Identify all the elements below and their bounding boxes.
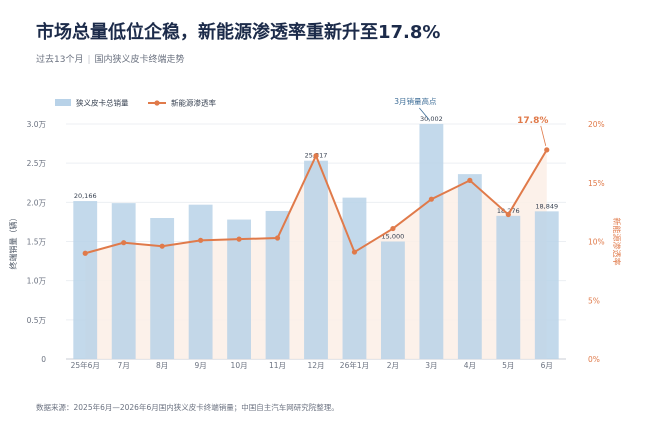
sales-bar bbox=[419, 123, 444, 359]
x-tick-label: 2月 bbox=[387, 361, 399, 370]
penetration-point bbox=[82, 250, 88, 256]
x-tick-label: 25年6月 bbox=[71, 360, 100, 370]
penetration-point bbox=[467, 177, 473, 183]
y2-tick-label: 0% bbox=[588, 355, 600, 364]
x-tick-label: 26年1月 bbox=[340, 360, 369, 370]
penetration-point bbox=[390, 225, 396, 232]
y-tick-label: 1.0万 bbox=[27, 277, 47, 286]
annotation-penetration-max: 17.8% bbox=[517, 116, 548, 126]
sales-bar bbox=[111, 203, 136, 359]
penetration-point bbox=[159, 243, 165, 249]
penetration-point bbox=[313, 153, 319, 159]
y-axis-title: 终端销量（辆） bbox=[8, 214, 18, 270]
sales-bar bbox=[265, 210, 290, 359]
x-tick-label: 10月 bbox=[231, 361, 248, 370]
legend-swatch-marker bbox=[154, 100, 160, 106]
x-tick-label: 4月 bbox=[464, 361, 476, 370]
penetration-point bbox=[505, 211, 511, 218]
y-tick-label: 0 bbox=[41, 355, 46, 364]
bar-value-label: 18,849 bbox=[535, 202, 558, 210]
penetration-point bbox=[428, 196, 434, 202]
sales-bar bbox=[227, 219, 251, 359]
penetration-point bbox=[351, 249, 358, 255]
subtitle-period: 过去13个月 bbox=[36, 55, 84, 65]
sales-bar bbox=[73, 201, 98, 359]
sales-bar bbox=[496, 215, 521, 359]
penetration-point bbox=[274, 235, 281, 241]
x-tick-label: 11月 bbox=[269, 361, 286, 370]
y-tick-label: 2.0万 bbox=[27, 198, 47, 207]
annotation-sales-peak: 3月销量高点 bbox=[394, 96, 437, 106]
y2-tick-label: 20% bbox=[588, 120, 605, 129]
legend-label-bar: 狭义皮卡总销量 bbox=[76, 98, 129, 108]
x-tick-label: 12月 bbox=[307, 361, 324, 370]
bar-value-label: 20,166 bbox=[74, 192, 97, 200]
bar-value-label: 15,000 bbox=[382, 233, 405, 241]
page-title: 市场总量低位企稳，新能源渗透率重新升至17.8% bbox=[36, 22, 441, 43]
annotation-leader bbox=[419, 107, 430, 121]
sales-bar bbox=[342, 197, 367, 359]
bar-value-label: 30,002 bbox=[420, 115, 443, 123]
subtitle: 过去13个月 | 国内狭义皮卡终端走势 bbox=[36, 52, 185, 65]
penetration-point bbox=[198, 237, 204, 243]
y2-axis-title: 新能源渗透率 bbox=[612, 218, 622, 266]
x-tick-label: 8月 bbox=[156, 361, 168, 370]
sales-bar bbox=[457, 174, 482, 359]
bar-value-label: 18,276 bbox=[497, 207, 520, 215]
y-tick-label: 1.5万 bbox=[27, 238, 47, 247]
y-tick-label: 2.5万 bbox=[27, 159, 47, 168]
legend-label-line: 新能源渗透率 bbox=[171, 98, 216, 108]
sales-bar bbox=[534, 211, 559, 359]
penetration-point bbox=[121, 240, 127, 246]
y2-tick-label: 5% bbox=[588, 296, 600, 305]
x-tick-label: 7月 bbox=[118, 361, 130, 370]
sales-bar bbox=[304, 160, 328, 359]
subtitle-separator: | bbox=[87, 55, 91, 65]
penetration-point bbox=[544, 147, 550, 153]
x-tick-label: 5月 bbox=[502, 361, 514, 370]
x-tick-label: 9月 bbox=[194, 361, 206, 370]
sales-bar bbox=[188, 204, 213, 359]
x-tick-label: 3月 bbox=[425, 361, 437, 370]
y2-tick-label: 15% bbox=[588, 179, 605, 188]
y2-tick-label: 10% bbox=[588, 238, 605, 247]
sales-bar bbox=[381, 241, 405, 359]
y-tick-label: 3.0万 bbox=[27, 120, 47, 129]
source-note: 数据来源：2025年6月—2026年6月国内狭义皮卡终端销量；中国自主汽车网研究… bbox=[36, 403, 339, 412]
x-tick-label: 6月 bbox=[541, 361, 553, 370]
subtitle-scope: 国内狭义皮卡终端走势 bbox=[94, 55, 185, 65]
legend-swatch-bar bbox=[55, 99, 71, 106]
annotation-leader bbox=[540, 125, 547, 146]
sales-bar bbox=[150, 218, 175, 359]
y-tick-label: 0.5万 bbox=[27, 316, 47, 325]
penetration-point bbox=[236, 236, 242, 242]
